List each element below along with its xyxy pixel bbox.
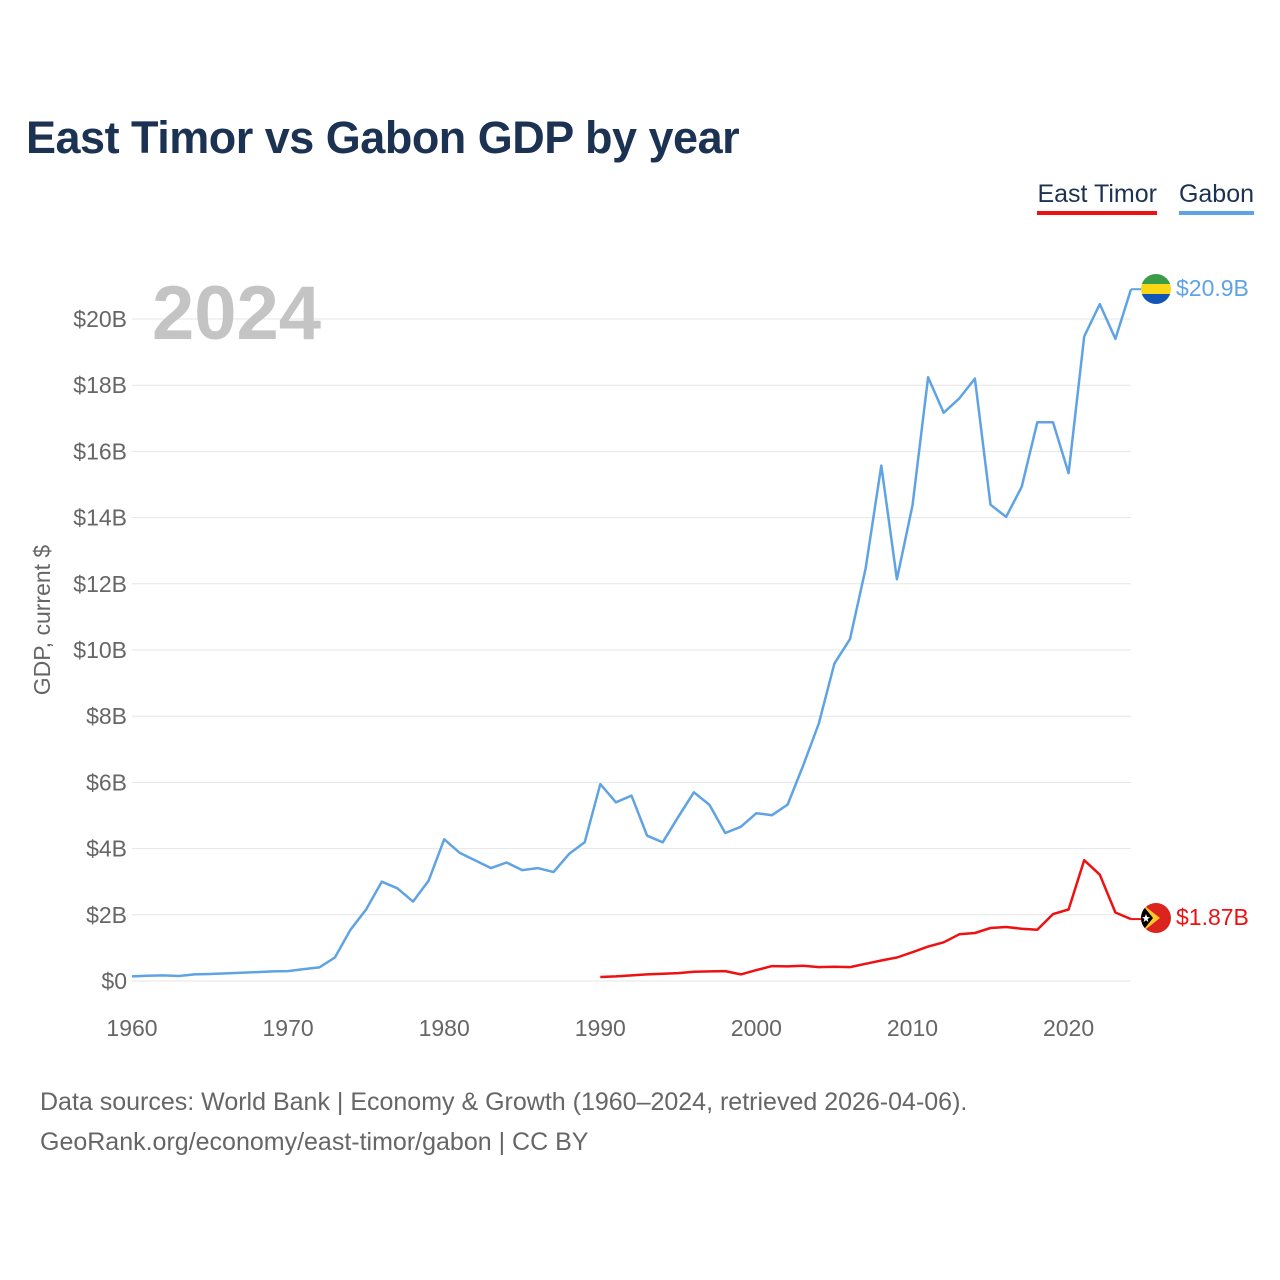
year-watermark: 2024: [152, 271, 321, 356]
attribution-text: GeoRank.org/economy/east-timor/gabon | C…: [40, 1128, 589, 1156]
y-tick-label: $18B: [73, 372, 127, 398]
y-tick-label: $16B: [73, 438, 127, 464]
x-tick-label: 2010: [887, 1015, 938, 1041]
gabon-flag-icon: [1141, 274, 1171, 304]
series-lines: [131, 288, 1141, 979]
legend-item-gabon[interactable]: Gabon: [1178, 180, 1254, 215]
data-source-text: Data sources: World Bank | Economy & Gro…: [40, 1088, 968, 1116]
chart-title: East Timor vs Gabon GDP by year: [26, 112, 740, 163]
y-axis: $0 $2B $4B $6B $8B $10B $12B $14B $16B $18B $20B: [73, 306, 127, 994]
series-line-east-timor: [600, 858, 1132, 979]
legend-item-east-timor[interactable]: East Timor: [1037, 180, 1157, 215]
y-tick-label: $8B: [86, 703, 127, 729]
east-timor-flag-icon: [1141, 903, 1171, 933]
x-tick-label: 1970: [263, 1015, 314, 1041]
gabon-end-label: $20.9B: [1176, 275, 1249, 301]
y-axis-label: GDP, current $: [29, 545, 55, 696]
east-timor-end-label: $1.87B: [1176, 904, 1249, 930]
footer: Data sources: World Bank | Economy & Gro…: [40, 1082, 967, 1162]
y-tick-label: $14B: [73, 505, 127, 531]
y-tick-label: $12B: [73, 571, 127, 597]
x-tick-label: 1960: [106, 1015, 157, 1041]
y-tick-label: $2B: [86, 902, 127, 928]
y-tick-label: $0: [101, 968, 127, 994]
y-tick-label: $6B: [86, 769, 127, 795]
x-tick-label: 2020: [1043, 1015, 1094, 1041]
x-axis: 1960 1970 1980 1990 2000 2010 2020: [106, 1015, 1094, 1041]
x-tick-label: 1990: [575, 1015, 626, 1041]
legend: East Timor Gabon: [1037, 180, 1254, 215]
grid-lines: [132, 318, 1131, 982]
y-tick-label: $20B: [73, 306, 127, 332]
series-line-gabon: [131, 288, 1133, 978]
x-tick-label: 1980: [419, 1015, 470, 1041]
y-tick-label: $10B: [73, 637, 127, 663]
x-tick-label: 2000: [731, 1015, 782, 1041]
y-tick-label: $4B: [86, 836, 127, 862]
